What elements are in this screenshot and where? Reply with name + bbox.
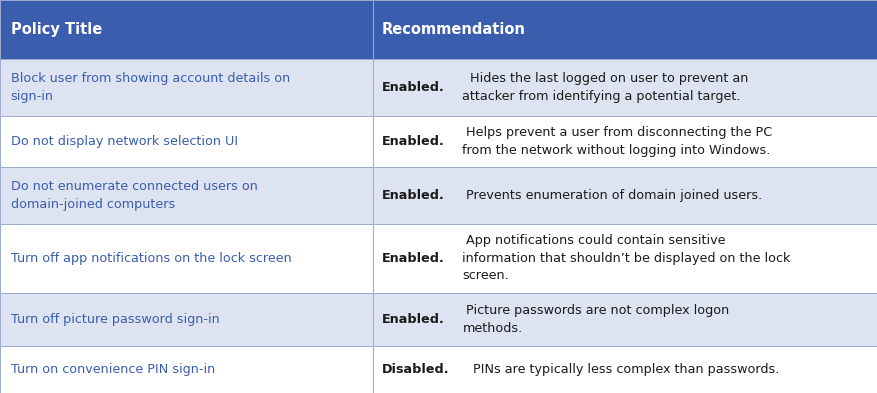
Bar <box>0 293 373 346</box>
Text: Do not enumerate connected users on
domain-joined computers: Do not enumerate connected users on doma… <box>11 180 257 211</box>
Text: Disabled.: Disabled. <box>381 363 449 376</box>
Text: Helps prevent a user from disconnecting the PC
from the network without logging : Helps prevent a user from disconnecting … <box>462 126 773 157</box>
Text: Turn off app notifications on the lock screen: Turn off app notifications on the lock s… <box>11 252 291 265</box>
Bar <box>0 224 373 293</box>
Bar <box>0 167 373 224</box>
Text: Recommendation: Recommendation <box>381 22 525 37</box>
Text: Prevents enumeration of domain joined users.: Prevents enumeration of domain joined us… <box>462 189 763 202</box>
Bar <box>373 116 877 167</box>
Text: App notifications could contain sensitive
information that shouldn’t be displaye: App notifications could contain sensitiv… <box>462 234 791 283</box>
Text: Turn on convenience PIN sign-in: Turn on convenience PIN sign-in <box>11 363 215 376</box>
Bar <box>0 346 373 393</box>
Text: Do not display network selection UI: Do not display network selection UI <box>11 135 238 148</box>
Bar <box>373 293 877 346</box>
Text: PINs are typically less complex than passwords.: PINs are typically less complex than pas… <box>468 363 779 376</box>
Bar <box>0 116 373 167</box>
Bar <box>0 0 373 59</box>
Text: Enabled.: Enabled. <box>381 81 445 94</box>
Text: Policy Title: Policy Title <box>11 22 102 37</box>
Bar <box>373 224 877 293</box>
Bar <box>0 59 373 116</box>
Text: Turn off picture password sign-in: Turn off picture password sign-in <box>11 313 219 326</box>
Bar <box>373 0 877 59</box>
Text: Enabled.: Enabled. <box>381 252 445 265</box>
Bar <box>373 59 877 116</box>
Text: Enabled.: Enabled. <box>381 189 445 202</box>
Text: Enabled.: Enabled. <box>381 135 445 148</box>
Bar <box>373 346 877 393</box>
Text: Block user from showing account details on
sign-in: Block user from showing account details … <box>11 72 289 103</box>
Bar <box>373 167 877 224</box>
Text: Hides the last logged on user to prevent an
attacker from identifying a potentia: Hides the last logged on user to prevent… <box>462 72 749 103</box>
Text: Enabled.: Enabled. <box>381 313 445 326</box>
Text: Picture passwords are not complex logon
methods.: Picture passwords are not complex logon … <box>462 304 730 334</box>
